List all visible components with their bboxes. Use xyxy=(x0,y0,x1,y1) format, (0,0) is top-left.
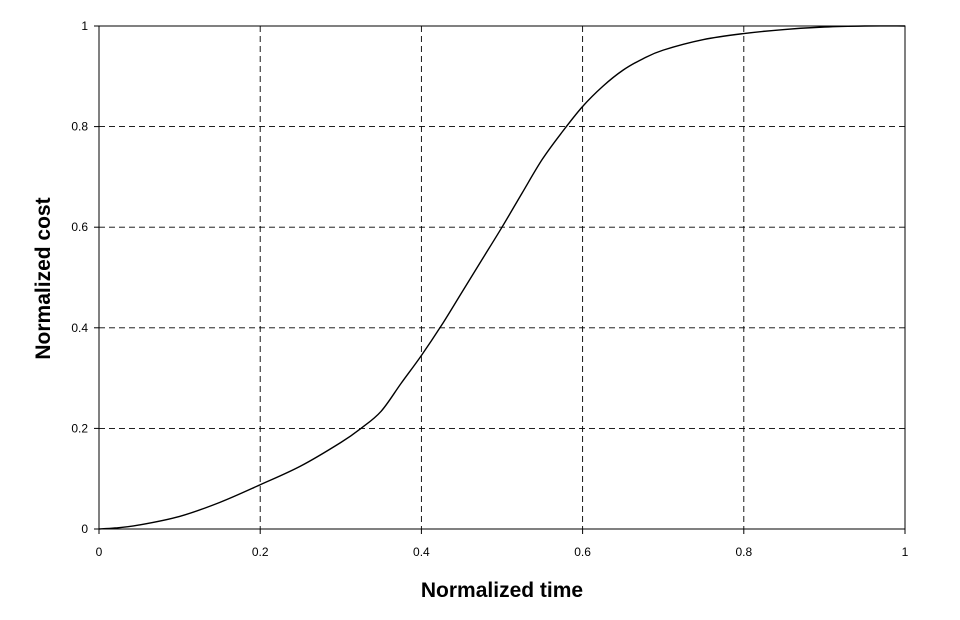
y-tick-label: 1 xyxy=(81,19,88,33)
x-tick-labels: 0 0.2 0.4 0.6 0.8 1 xyxy=(96,529,909,559)
x-tick-label: 0.4 xyxy=(413,545,430,559)
x-tick-label: 0.8 xyxy=(735,545,752,559)
y-tick-label: 0.8 xyxy=(71,120,88,134)
y-tick-label: 0.4 xyxy=(71,321,88,335)
x-tick-label: 0.6 xyxy=(574,545,591,559)
y-tick-label: 0.6 xyxy=(71,220,88,234)
x-axis-title: Normalized time xyxy=(421,579,583,602)
x-tick-label: 0 xyxy=(96,545,103,559)
y-tick-label: 0 xyxy=(81,522,88,536)
grid xyxy=(99,26,905,529)
y-tick-labels: 0 0.2 0.4 0.6 0.8 1 xyxy=(71,19,99,536)
x-tick-label: 0.2 xyxy=(252,545,269,559)
plot-frame xyxy=(98,25,906,530)
y-axis-title: Normalized cost xyxy=(32,197,55,359)
series-line xyxy=(98,25,906,530)
x-tick-label: 1 xyxy=(902,545,909,559)
data-points xyxy=(98,25,907,531)
y-tick-label: 0.2 xyxy=(71,421,88,435)
